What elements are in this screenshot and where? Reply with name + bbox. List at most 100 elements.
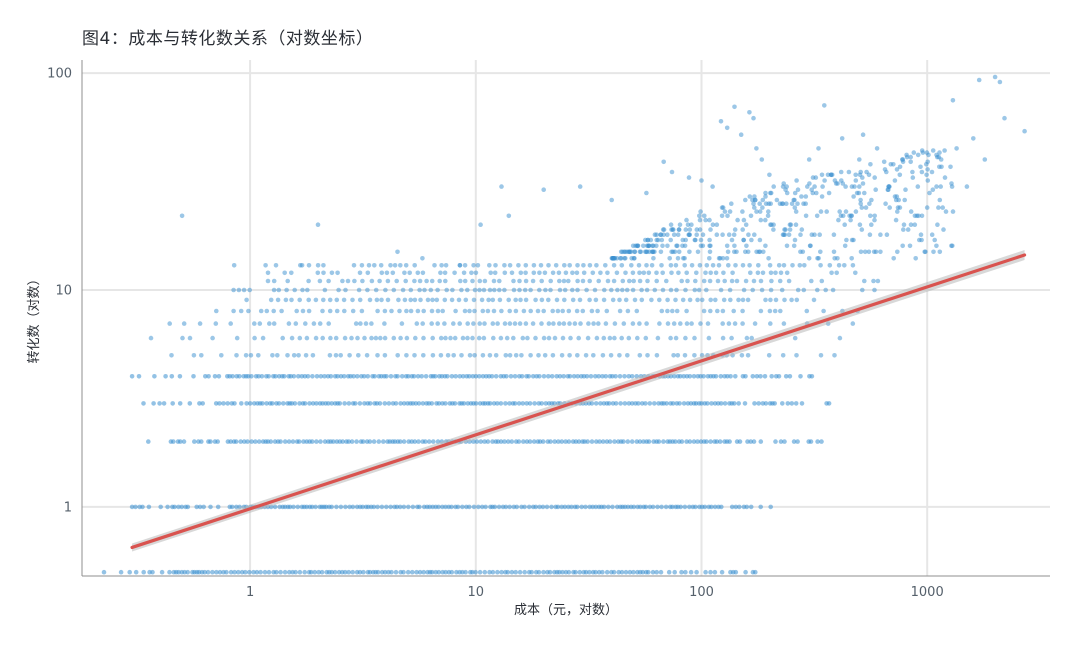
data-point [540, 504, 546, 510]
data-point [766, 255, 771, 261]
data-point [542, 353, 548, 358]
data-point [550, 353, 556, 358]
data-point [541, 569, 546, 575]
data-point [371, 439, 377, 444]
data-point [391, 335, 397, 341]
data-point [430, 353, 436, 358]
data-point [517, 278, 522, 284]
data-point [167, 321, 172, 326]
data-point [752, 194, 757, 199]
data-point [273, 374, 278, 379]
data-point [625, 353, 630, 358]
data-point [176, 504, 181, 510]
data-point [700, 232, 706, 237]
data-point [891, 255, 896, 261]
data-point [643, 504, 649, 510]
data-point [498, 401, 504, 406]
data-point [657, 297, 662, 303]
data-point [665, 232, 670, 237]
data-point [492, 287, 497, 293]
data-point [745, 353, 751, 358]
data-point [612, 439, 617, 444]
y-tick-label: 10 [55, 284, 72, 299]
data-point [507, 401, 512, 406]
data-point [172, 504, 177, 510]
data-point [322, 439, 328, 444]
data-point [617, 308, 623, 314]
data-point [780, 353, 786, 358]
data-point [417, 278, 423, 284]
data-point [517, 569, 523, 575]
data-point [676, 227, 682, 232]
data-point [580, 278, 586, 284]
data-point [401, 401, 407, 406]
data-point [779, 287, 785, 293]
data-point [360, 504, 366, 510]
data-point [822, 103, 827, 108]
data-point [408, 308, 414, 314]
data-point [912, 213, 918, 219]
data-point [754, 146, 759, 151]
data-point [614, 270, 620, 276]
data-point [338, 353, 344, 358]
data-point [816, 146, 821, 151]
data-point [375, 569, 381, 575]
data-point [617, 353, 622, 358]
data-point [543, 287, 548, 293]
data-point [636, 401, 641, 406]
data-point [490, 321, 496, 326]
data-point [603, 321, 609, 326]
data-point [408, 287, 414, 293]
data-point [241, 287, 247, 293]
data-point [521, 308, 527, 314]
data-point [314, 374, 320, 379]
data-point [297, 335, 303, 341]
data-point [354, 439, 359, 444]
data-point [536, 569, 542, 575]
data-point [413, 401, 419, 406]
data-point [244, 297, 249, 303]
data-point [231, 308, 236, 314]
data-point [157, 401, 162, 406]
data-point [562, 297, 567, 303]
data-point [449, 374, 455, 379]
data-point [476, 335, 482, 341]
data-point [516, 263, 521, 268]
data-point [831, 232, 837, 237]
data-point [773, 297, 779, 303]
data-point [752, 401, 757, 406]
data-point [401, 439, 407, 444]
data-point [533, 335, 538, 341]
data-point [620, 278, 626, 284]
data-point [549, 504, 554, 510]
data-point [507, 263, 513, 268]
data-point [519, 374, 525, 379]
data-point [303, 353, 309, 358]
data-point [668, 263, 674, 268]
data-point [949, 243, 954, 249]
data-point [618, 401, 623, 406]
data-point [850, 263, 856, 268]
data-point [818, 249, 823, 255]
data-point [654, 569, 659, 575]
data-point [763, 297, 768, 303]
data-point [443, 401, 448, 406]
data-point [428, 287, 434, 293]
data-point [321, 263, 326, 268]
data-point [687, 249, 692, 255]
data-point [191, 374, 196, 379]
data-point [639, 297, 645, 303]
data-point [732, 321, 738, 326]
data-point [435, 321, 441, 326]
data-point [563, 270, 569, 276]
data-point [860, 132, 866, 137]
data-point [228, 569, 234, 575]
data-point [341, 374, 347, 379]
data-point [531, 439, 537, 444]
data-point [773, 270, 778, 276]
data-point [213, 321, 219, 326]
data-point [321, 297, 326, 303]
data-point [593, 569, 598, 575]
data-point [577, 297, 583, 303]
data-point [937, 150, 942, 155]
